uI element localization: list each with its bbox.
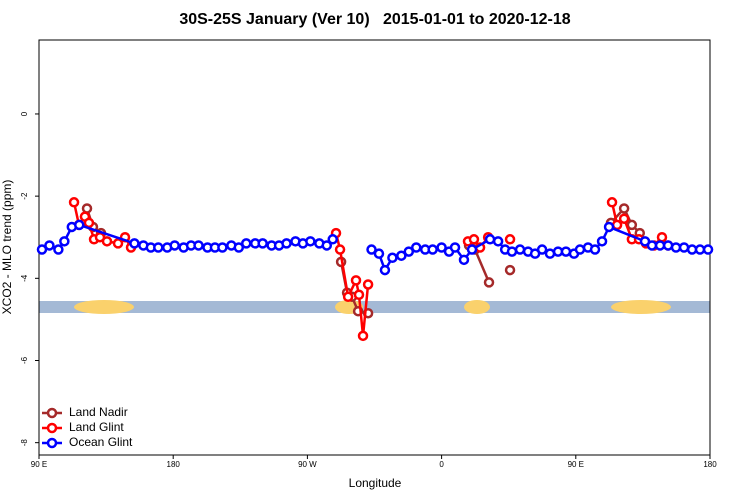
point	[281, 238, 292, 249]
point	[436, 242, 447, 253]
point	[217, 242, 228, 253]
point	[305, 236, 316, 247]
point	[387, 252, 398, 264]
point	[427, 244, 438, 255]
point	[366, 244, 377, 255]
point	[83, 217, 95, 229]
point	[626, 219, 638, 231]
point	[484, 234, 496, 245]
point	[646, 240, 658, 251]
point	[504, 234, 516, 245]
point	[468, 234, 480, 245]
x-axis-label: Longitude	[349, 476, 402, 490]
point	[694, 244, 706, 255]
land-band	[611, 300, 671, 314]
land-band	[74, 300, 134, 314]
point	[68, 197, 80, 208]
point	[596, 236, 608, 247]
point	[449, 242, 461, 253]
x-tick-label: 180	[703, 460, 717, 469]
point	[53, 244, 64, 255]
point	[241, 238, 252, 249]
point	[153, 242, 164, 253]
point	[257, 238, 268, 249]
x-tick-label: 90 E	[568, 460, 584, 469]
y-tick-label: -8	[20, 439, 29, 447]
point	[74, 219, 85, 231]
y-tick-label: -2	[20, 192, 29, 200]
point	[321, 240, 333, 251]
point	[536, 244, 548, 255]
legend-swatch	[46, 422, 58, 434]
point	[544, 248, 556, 259]
point	[327, 234, 338, 245]
point	[81, 203, 93, 214]
point	[618, 213, 630, 224]
point	[193, 240, 204, 251]
point	[618, 203, 630, 214]
x-tick-label: 90 W	[298, 460, 317, 469]
legend-swatch	[46, 407, 58, 419]
point	[362, 279, 374, 290]
legend-swatch	[46, 437, 58, 449]
point	[334, 244, 346, 255]
x-tick-label: 180	[167, 460, 181, 469]
point	[574, 244, 586, 255]
y-axis-label: XCO2 - MLO trend (ppm)	[0, 180, 14, 315]
point	[560, 246, 572, 257]
point	[483, 277, 495, 288]
point	[589, 244, 601, 255]
point	[169, 240, 180, 251]
x-tick-label: 90 E	[31, 460, 47, 469]
chart-title: 30S-25S January (Ver 10) 2015-01-01 to 2…	[179, 11, 570, 28]
point	[59, 236, 70, 247]
y-tick-label: -6	[20, 356, 29, 364]
point	[504, 264, 516, 276]
point	[396, 250, 407, 261]
point	[656, 231, 668, 243]
surface-band	[39, 300, 710, 314]
point	[342, 291, 354, 303]
point	[654, 240, 666, 251]
point	[492, 236, 504, 247]
land-band	[464, 300, 490, 314]
y-tick-label: -4	[20, 274, 29, 282]
point	[603, 221, 615, 233]
y-tick-label: 0	[20, 111, 29, 116]
point	[112, 238, 124, 249]
point	[702, 244, 714, 255]
point	[233, 242, 245, 253]
point	[129, 238, 140, 249]
point	[353, 289, 365, 301]
ocean-band	[39, 301, 710, 313]
point	[514, 244, 526, 255]
point	[458, 254, 470, 266]
point	[379, 264, 391, 276]
point	[357, 330, 369, 342]
point	[506, 246, 518, 257]
point	[411, 242, 422, 253]
x-tick-label: 0	[439, 460, 444, 469]
point	[670, 242, 682, 253]
point	[36, 244, 48, 255]
point	[101, 236, 113, 247]
point	[350, 275, 362, 286]
point	[44, 240, 55, 251]
legend-label: Land Nadir	[69, 405, 128, 419]
legend-label: Ocean Glint	[69, 435, 133, 449]
point	[606, 197, 618, 208]
point	[611, 219, 623, 231]
point	[373, 248, 385, 259]
legend-label: Land Glint	[69, 420, 124, 434]
point	[466, 244, 478, 255]
point	[678, 242, 690, 253]
point	[403, 246, 415, 257]
